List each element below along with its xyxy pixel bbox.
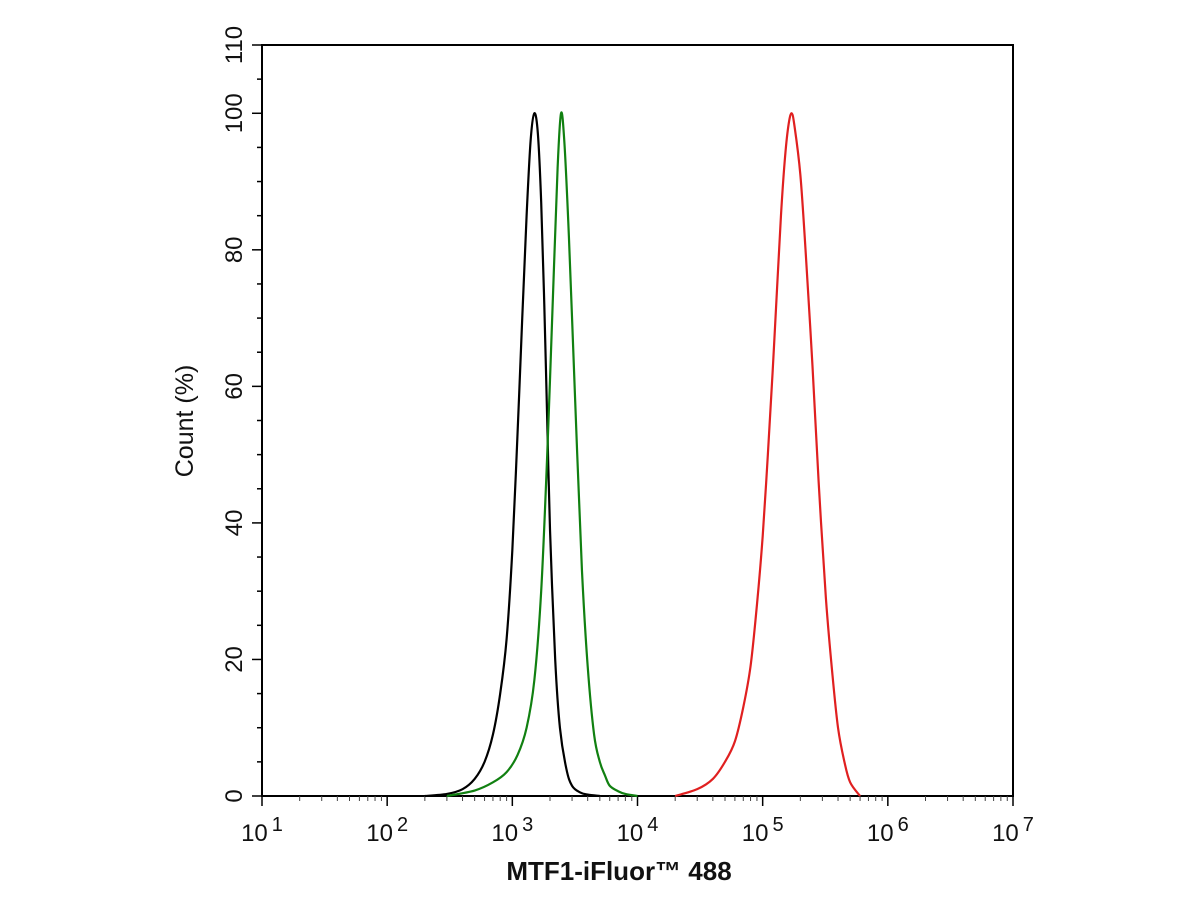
series-line-1 [424,112,600,798]
x-tick-exponent: 3 [522,814,533,836]
plot-frame [261,44,1014,797]
x-tick-base: 10 [867,820,894,847]
x-tick-base: 10 [617,820,644,847]
y-axis-title: Count (%) [171,365,199,478]
x-tick-label: 10 4 [617,814,659,847]
x-tick-label: 10 2 [366,814,408,847]
y-tick-label: 80 [221,236,248,263]
y-axis: 0 20 40 60 80 100 110 [221,26,262,803]
x-tick-label: 10 7 [992,814,1034,847]
y-tick-label: 100 [221,93,248,133]
x-minor-ticks [299,796,1008,801]
y-tick-label: 20 [221,646,248,673]
x-tick-base: 10 [366,820,393,847]
x-tick-exponent: 1 [272,814,283,836]
y-tick-label: 60 [221,373,248,400]
series-line-3 [674,112,861,798]
y-tick-label: 40 [221,510,248,537]
x-tick-label: 10 6 [867,814,909,847]
x-tick-exponent: 5 [772,814,783,836]
x-tick-exponent: 2 [397,814,408,836]
x-axis-title: MTF1-iFluor™ 488 [506,856,731,886]
x-tick-label: 10 3 [491,814,533,847]
x-tick-label: 10 5 [742,814,784,847]
x-tick-exponent: 4 [647,814,658,836]
x-tick-base: 10 [241,820,268,847]
x-tick-exponent: 7 [1023,814,1034,836]
x-axis: 10 1 10 2 10 3 10 4 10 5 10 6 10 7 [241,796,1034,847]
x-tick-label: 10 1 [241,814,283,847]
x-tick-base: 10 [992,820,1019,847]
series-line-2 [446,111,638,798]
series-layer [424,111,861,798]
y-tick-label: 0 [221,789,248,802]
y-tick-label: 110 [221,26,248,64]
x-tick-exponent: 6 [898,814,909,836]
x-tick-base: 10 [742,820,769,847]
x-tick-base: 10 [491,820,518,847]
